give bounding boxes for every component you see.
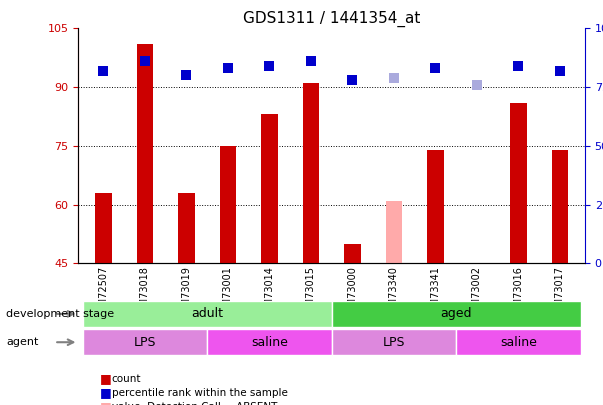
- FancyBboxPatch shape: [456, 330, 581, 355]
- Text: ■: ■: [99, 386, 111, 399]
- Bar: [136, 44, 153, 263]
- FancyBboxPatch shape: [83, 330, 207, 355]
- Text: adult: adult: [191, 307, 223, 320]
- Point: [140, 58, 150, 64]
- Bar: [303, 83, 319, 263]
- Text: saline: saline: [251, 336, 288, 349]
- FancyBboxPatch shape: [207, 330, 332, 355]
- Text: LPS: LPS: [134, 336, 156, 349]
- Point: [306, 58, 316, 64]
- Text: aged: aged: [440, 307, 472, 320]
- Text: saline: saline: [500, 336, 537, 349]
- Bar: [386, 200, 402, 263]
- Point: [347, 77, 357, 83]
- Point: [431, 65, 440, 72]
- Text: LPS: LPS: [383, 336, 405, 349]
- Point: [472, 81, 482, 88]
- Text: percentile rank within the sample: percentile rank within the sample: [112, 388, 288, 398]
- Text: count: count: [112, 374, 141, 384]
- Title: GDS1311 / 1441354_at: GDS1311 / 1441354_at: [243, 11, 420, 27]
- Point: [223, 65, 233, 72]
- Text: agent: agent: [6, 337, 39, 347]
- Bar: [219, 146, 236, 263]
- Point: [514, 63, 523, 69]
- Text: value, Detection Call = ABSENT: value, Detection Call = ABSENT: [112, 402, 277, 405]
- Point: [389, 75, 399, 81]
- Point: [265, 63, 274, 69]
- Bar: [178, 193, 195, 263]
- Bar: [95, 193, 112, 263]
- Point: [555, 67, 565, 74]
- Bar: [261, 115, 277, 263]
- Text: ■: ■: [99, 401, 111, 405]
- Bar: [427, 150, 444, 263]
- Bar: [552, 150, 568, 263]
- Bar: [344, 244, 361, 263]
- FancyBboxPatch shape: [332, 330, 456, 355]
- Text: ■: ■: [99, 372, 111, 385]
- Text: development stage: development stage: [6, 309, 114, 319]
- Point: [98, 67, 108, 74]
- FancyBboxPatch shape: [83, 301, 332, 326]
- Point: [182, 72, 191, 79]
- FancyBboxPatch shape: [332, 301, 581, 326]
- Bar: [510, 103, 527, 263]
